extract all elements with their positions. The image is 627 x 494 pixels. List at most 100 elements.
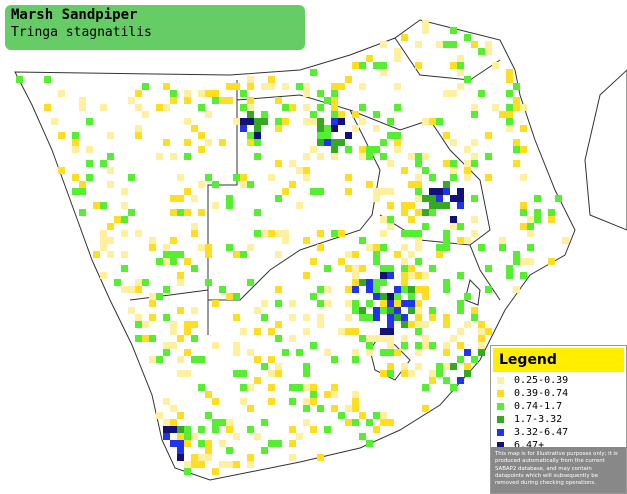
cell: [79, 97, 86, 104]
cell: [184, 461, 191, 468]
cell: [422, 335, 429, 342]
cell: [527, 244, 534, 251]
cell: [359, 153, 366, 160]
cell: [415, 230, 422, 237]
cell: [177, 251, 184, 258]
cell: [142, 111, 149, 118]
cell: [401, 286, 408, 293]
cell: [471, 216, 478, 223]
cell: [513, 104, 520, 111]
cell: [527, 258, 534, 265]
cell: [233, 83, 240, 90]
cell: [450, 167, 457, 174]
cell: [282, 83, 289, 90]
cell: [394, 48, 401, 55]
cell: [121, 202, 128, 209]
cell: [156, 153, 163, 160]
cell: [429, 202, 436, 209]
cell: [443, 244, 450, 251]
cell: [373, 293, 380, 300]
cell: [289, 454, 296, 461]
cell: [401, 230, 408, 237]
cell: [184, 209, 191, 216]
cell: [72, 146, 79, 153]
cell: [331, 118, 338, 125]
cell: [394, 55, 401, 62]
cell: [429, 174, 436, 181]
cell: [261, 314, 268, 321]
cell: [247, 426, 254, 433]
cell: [317, 153, 324, 160]
cell: [394, 314, 401, 321]
cell: [436, 251, 443, 258]
cell: [310, 146, 317, 153]
cell: [275, 300, 282, 307]
cell: [135, 90, 142, 97]
cell: [415, 258, 422, 265]
cell: [527, 216, 534, 223]
cell: [79, 188, 86, 195]
cell: [359, 335, 366, 342]
cell: [443, 160, 450, 167]
cell: [324, 132, 331, 139]
cell: [387, 132, 394, 139]
cell: [506, 90, 513, 97]
cell: [72, 188, 79, 195]
cell: [478, 335, 485, 342]
cell: [387, 293, 394, 300]
cell: [303, 174, 310, 181]
cell: [170, 328, 177, 335]
legend-label: 0.39-0.74: [514, 388, 569, 399]
cell: [289, 426, 296, 433]
cell: [471, 195, 478, 202]
cell: [422, 153, 429, 160]
cell: [415, 41, 422, 48]
cell: [247, 111, 254, 118]
cell: [338, 230, 345, 237]
cell: [177, 335, 184, 342]
cell: [254, 433, 261, 440]
cell: [170, 426, 177, 433]
cell: [464, 167, 471, 174]
cell: [457, 55, 464, 62]
cell: [366, 279, 373, 286]
cell: [254, 118, 261, 125]
cell: [499, 111, 506, 118]
madagascar: [584, 69, 627, 231]
cell: [107, 181, 114, 188]
cell: [415, 300, 422, 307]
cell: [212, 90, 219, 97]
cell: [121, 230, 128, 237]
cell: [359, 433, 366, 440]
cell: [345, 265, 352, 272]
cell: [149, 300, 156, 307]
cell: [226, 202, 233, 209]
cell: [373, 412, 380, 419]
cell: [226, 426, 233, 433]
cell: [513, 146, 520, 153]
cell: [191, 230, 198, 237]
cell: [289, 181, 296, 188]
cell: [359, 237, 366, 244]
cell: [394, 251, 401, 258]
cell: [156, 293, 163, 300]
cell: [198, 384, 205, 391]
cell: [135, 335, 142, 342]
cell: [149, 237, 156, 244]
cell: [408, 230, 415, 237]
cell: [303, 363, 310, 370]
cell: [338, 118, 345, 125]
cell: [513, 251, 520, 258]
cell: [233, 349, 240, 356]
cell: [170, 97, 177, 104]
cell: [296, 433, 303, 440]
cell: [198, 440, 205, 447]
cell: [415, 174, 422, 181]
cell: [268, 76, 275, 83]
cell: [303, 90, 310, 97]
cell: [184, 90, 191, 97]
cell: [394, 307, 401, 314]
cell: [86, 146, 93, 153]
cell: [247, 132, 254, 139]
cell: [226, 419, 233, 426]
